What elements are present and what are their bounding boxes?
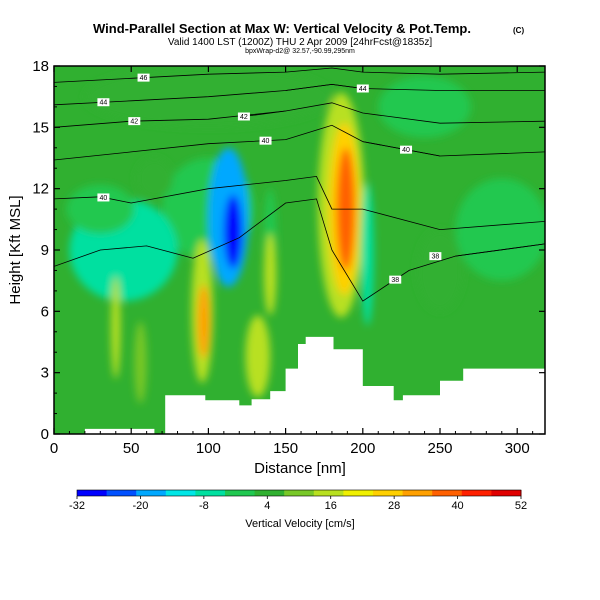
isentrope-line-2 [285, 83, 363, 91]
colorbar-swatch-5 [225, 490, 256, 496]
isentrope-label-9: 38 [431, 254, 439, 261]
velocity-cell-2 [223, 194, 243, 269]
velocity-cell-4 [66, 184, 135, 234]
y-tick-label-3: 3 [41, 365, 49, 382]
colorbar-swatch-2 [136, 490, 167, 496]
valid-time-line: Valid 1400 LST (1200Z) THU 2 Apr 2009 [2… [168, 37, 432, 48]
colorbar-frame [76, 489, 522, 497]
chart-title: Wind-Parallel Section at Max W: Vertical… [93, 21, 471, 36]
velocity-cell-18 [455, 178, 545, 281]
y-axis: 0 3 6 9 12 15 18 [32, 58, 545, 443]
colorbar-tick-label-2: -8 [199, 500, 209, 512]
colorbar-tick-label-7: 52 [515, 500, 527, 512]
colorbar-swatch-0 [77, 490, 108, 496]
colorbar-swatch-9 [343, 490, 374, 496]
colorbar-tick-label-1: -20 [132, 500, 148, 512]
colorbar-tick-label-3: 4 [264, 500, 270, 512]
velocity-cell-12 [111, 276, 121, 379]
isentrope-label-3: 42 [130, 119, 138, 126]
velocity-field [54, 66, 545, 434]
colorbar-swatch-14 [491, 490, 522, 496]
colorbar-swatch-8 [313, 490, 344, 496]
colorbar-tick-label-0: -32 [69, 500, 85, 512]
colorbar-swatch-1 [106, 490, 137, 496]
copyright-mark: (C) [513, 26, 524, 35]
isentrope-label-4: 42 [240, 114, 248, 121]
terrain-fill [54, 336, 545, 434]
y-tick-label-18: 18 [32, 58, 49, 75]
isentrope-label-box-4 [237, 112, 250, 121]
y-tick-label-6: 6 [41, 303, 49, 320]
isentrope-line-7 [54, 175, 545, 231]
y-tick-label-9: 9 [41, 242, 49, 259]
source-line: bpxWrap-d2@ 32.57,-90.99,295nm [245, 48, 355, 55]
isentrope-label-7: 40 [100, 195, 108, 202]
isentrope-label-1: 44 [100, 100, 108, 107]
y-tick-label-15: 15 [32, 119, 49, 136]
x-tick-label-100: 100 [196, 440, 221, 457]
isentrope-label-8: 38 [391, 277, 399, 284]
isentrope-label-box-7 [97, 193, 110, 202]
x-tick-label-150: 150 [273, 440, 298, 457]
colorbar-swatch-4 [195, 490, 226, 496]
isentrope-line-8 [54, 198, 545, 302]
isentrope-label-box-0 [137, 73, 150, 82]
velocity-cell-11 [197, 284, 210, 359]
isentrope-label-0: 46 [140, 75, 148, 82]
colorbar-tick-label-4: 16 [325, 500, 337, 512]
x-axis: 0 50 100 150 200 250 300 [50, 66, 534, 457]
potential-temperature-contours: 46 44 44 42 42 40 40 40 38 38 [54, 67, 545, 302]
colorbar-tick-label-6: 40 [451, 500, 463, 512]
colorbar: -32 -20 -8 4 16 28 40 52 [69, 489, 527, 512]
x-axis-label: Distance [nm] [254, 460, 346, 477]
isentrope-label-6: 40 [402, 147, 410, 154]
isentrope-label-box-3 [128, 117, 141, 126]
velocity-cell-9 [361, 182, 374, 326]
colorbar-swatch-7 [284, 490, 315, 496]
x-tick-label-250: 250 [427, 440, 452, 457]
isentrope-label-box-9 [429, 252, 442, 261]
isentrope-label-box-2 [356, 84, 369, 93]
x-tick-label-0: 0 [50, 440, 58, 457]
isentrope-label-box-6 [400, 145, 413, 154]
velocity-cell-15 [263, 233, 277, 316]
isentrope-label-box-8 [389, 275, 402, 284]
terrain-mask [54, 336, 545, 434]
isentrope-line-3 [54, 102, 545, 128]
isentrope-label-2: 44 [359, 86, 367, 93]
colorbar-swatch-12 [432, 490, 463, 496]
colorbar-swatch-6 [254, 490, 285, 496]
y-axis-label: Height [Kft MSL] [7, 195, 24, 304]
y-tick-label-12: 12 [32, 181, 49, 198]
velocity-cell-14 [245, 315, 271, 398]
isentrope-line-9 [455, 243, 545, 257]
x-tick-label-50: 50 [123, 440, 140, 457]
x-tick-label-300: 300 [505, 440, 530, 457]
velocity-cell-16 [135, 158, 173, 199]
colorbar-swatch-11 [402, 490, 433, 496]
colorbar-label: Vertical Velocity [cm/s] [245, 518, 354, 530]
velocity-cell-17 [416, 229, 464, 312]
colorbar-swatch-10 [373, 490, 404, 496]
colorbar-swatch-3 [165, 490, 196, 496]
colorbar-tick-label-5: 28 [388, 500, 400, 512]
isentrope-label-5: 40 [262, 138, 270, 145]
velocity-cell-19 [378, 76, 471, 138]
colorbar-swatch-13 [461, 490, 492, 496]
y-tick-label-0: 0 [41, 426, 49, 443]
velocity-cell-13 [134, 321, 147, 404]
isentrope-label-box-1 [97, 98, 110, 107]
isentrope-label-box-5 [259, 136, 272, 145]
x-tick-label-200: 200 [350, 440, 375, 457]
